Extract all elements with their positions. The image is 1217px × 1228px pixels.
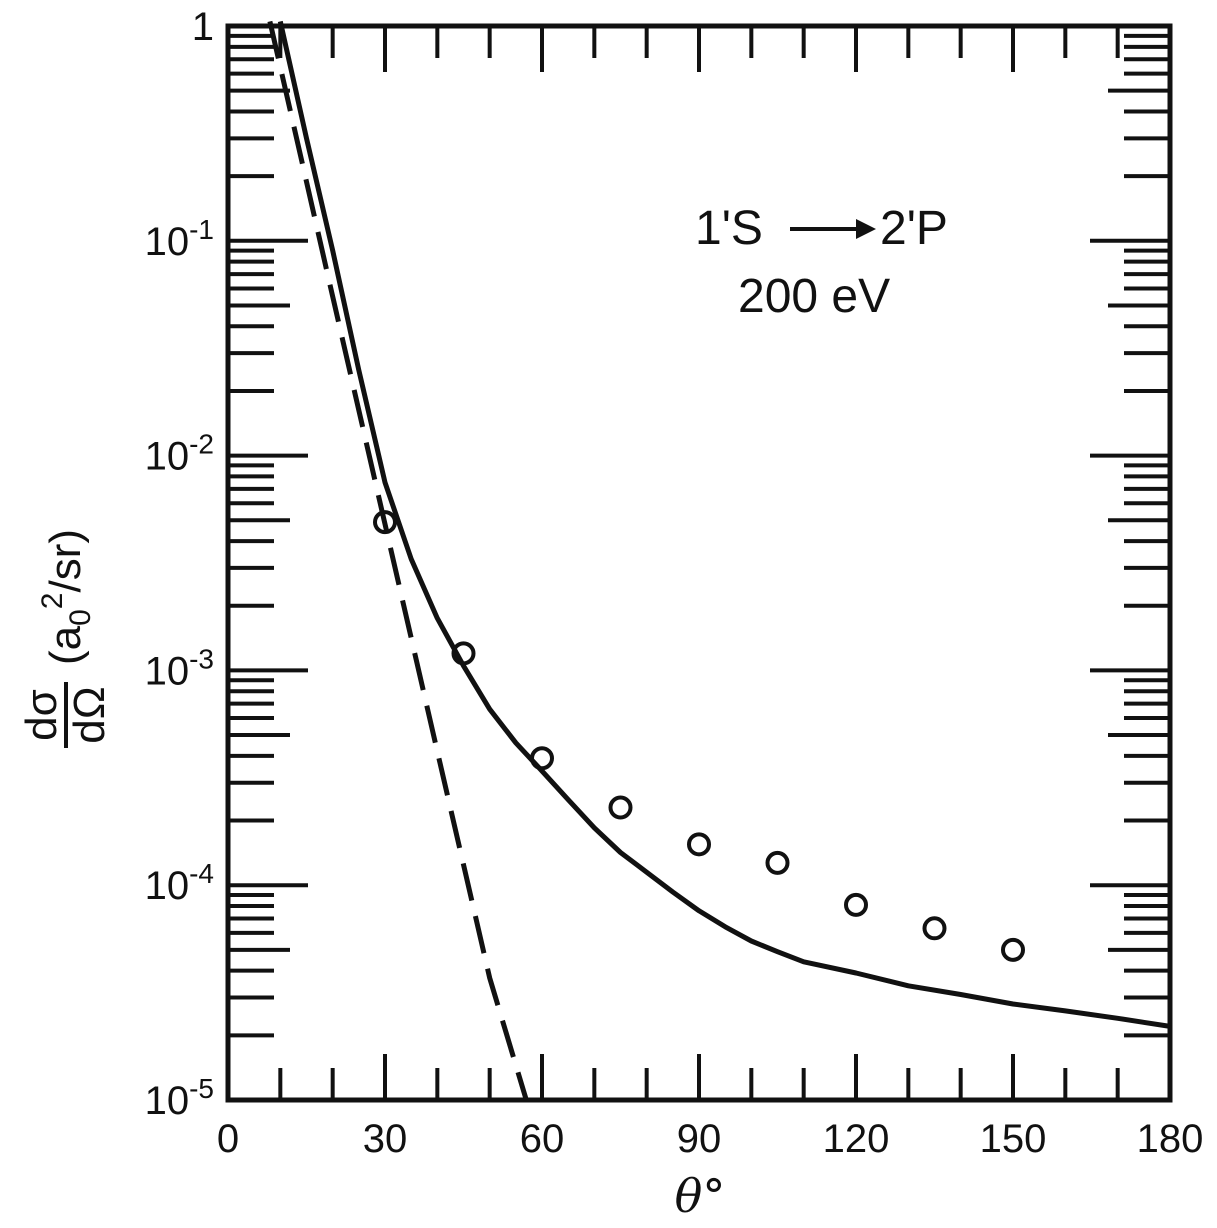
x-tick-label: 180 bbox=[1137, 1117, 1204, 1161]
annotation-final-state: 2'P bbox=[880, 202, 948, 255]
process-annotation: 1'S 2'P 200 eV bbox=[695, 202, 948, 323]
y-label-units-sup: 2 bbox=[36, 593, 69, 610]
y-label-units-close: /sr) bbox=[41, 529, 90, 593]
x-tick-label: 0 bbox=[217, 1117, 239, 1161]
y-label-units-sub: 0 bbox=[64, 609, 97, 626]
y-tick-label-base: 10 bbox=[145, 864, 190, 908]
dashed-curve bbox=[267, 20, 529, 1101]
y-label-units: (a02/sr) bbox=[36, 529, 97, 665]
y-tick-label-base: 10 bbox=[145, 220, 190, 264]
y-tick-label-base: 10 bbox=[145, 435, 190, 479]
x-axis-label: θ° bbox=[675, 1169, 726, 1223]
data-point-circle bbox=[451, 641, 476, 666]
data-point-circle bbox=[687, 832, 711, 857]
data-point-circle bbox=[1001, 937, 1025, 962]
data-point-circle bbox=[765, 850, 790, 875]
y-axis-label: dσ dΩ (a02/sr) bbox=[17, 529, 114, 748]
y-tick-label: 10-3 bbox=[145, 643, 214, 693]
data-point-circle bbox=[373, 510, 397, 535]
y-tick-label: 10-4 bbox=[145, 858, 214, 908]
y-tick-label: 10-5 bbox=[145, 1073, 214, 1123]
y-tick-label-exponent: -4 bbox=[189, 858, 214, 889]
x-tick-label: 90 bbox=[677, 1117, 722, 1161]
arrow-right-icon bbox=[856, 219, 876, 239]
y-tick-label-base: 10 bbox=[145, 649, 190, 693]
y-tick-label: 10-1 bbox=[145, 214, 214, 264]
x-tick-label: 150 bbox=[980, 1117, 1047, 1161]
annotation-initial-state: 1'S bbox=[695, 202, 763, 255]
plot-frame bbox=[225, 23, 1173, 1103]
data-point-circle bbox=[844, 892, 868, 917]
data-point-circle bbox=[530, 746, 554, 771]
data-point-circle bbox=[922, 916, 947, 941]
solid-curve bbox=[277, 20, 1171, 1029]
data-point-circle bbox=[608, 795, 633, 820]
x-tick-label: 30 bbox=[363, 1117, 408, 1161]
annotation-energy: 200 eV bbox=[738, 270, 890, 323]
y-tick-label-exponent: -5 bbox=[189, 1073, 214, 1104]
y-label-units-open: (a bbox=[41, 625, 90, 665]
x-tick-label: 120 bbox=[823, 1117, 890, 1161]
y-tick-label: 10-2 bbox=[145, 429, 214, 479]
y-tick-label-base: 10 bbox=[145, 1079, 190, 1123]
data-series bbox=[267, 20, 1171, 1101]
y-tick-label-exponent: -3 bbox=[189, 643, 214, 674]
x-tick-label: 60 bbox=[520, 1117, 565, 1161]
y-tick-label-base: 1 bbox=[192, 5, 214, 49]
y-label-denominator: dΩ bbox=[65, 686, 114, 743]
y-tick-label: 1 bbox=[192, 5, 214, 49]
y-label-numerator: dσ bbox=[17, 689, 66, 741]
y-tick-label-exponent: -2 bbox=[189, 429, 214, 460]
plot-border bbox=[225, 23, 1173, 1103]
y-tick-label-exponent: -1 bbox=[189, 214, 214, 245]
axis-ticks bbox=[228, 26, 1170, 1100]
